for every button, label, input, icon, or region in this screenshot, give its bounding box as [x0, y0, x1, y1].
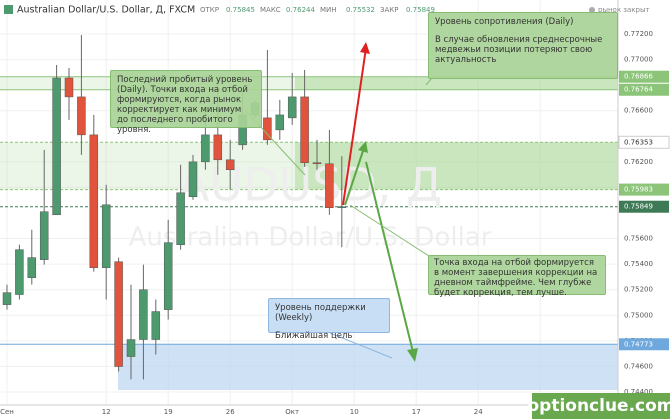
level-label: 0.75983: [624, 186, 653, 194]
candle-body: [213, 134, 223, 161]
candle-body: [176, 192, 185, 245]
pointer: [425, 77, 433, 86]
note-support: Уровень поддержки (Weekly) Ближайшая цель: [268, 298, 390, 341]
candle-body: [101, 204, 111, 268]
ohlc-label: ЗАКР: [380, 6, 398, 14]
level-label: 0.76866: [624, 73, 653, 81]
level-label: 0.74773: [624, 340, 653, 348]
level-label-bg: [619, 200, 669, 213]
arrow-up: [342, 47, 367, 206]
candle-body: [15, 249, 24, 295]
pointer: [349, 204, 433, 259]
arrow-down: [365, 161, 414, 353]
x-tick-label: 26: [226, 408, 235, 416]
ohlc-value: 0.75849: [406, 6, 435, 14]
y-tick-label: 0.77200: [624, 30, 653, 38]
candle-body: [325, 163, 334, 208]
note-text: Ближайшая цель: [275, 331, 353, 341]
level-label-bg: [619, 338, 669, 351]
level-label: 0.76764: [624, 86, 653, 94]
symbol: Australian Dollar/U.S. Dollar, Д, FXCM: [17, 5, 195, 16]
watermark: Australian Dollar/U.S. Dollar: [129, 223, 492, 253]
level-label: 0.76353: [624, 138, 653, 146]
x-tick-label: 19: [164, 408, 173, 416]
level-label-bg: [618, 135, 670, 149]
note-title: Уровень поддержки (Weekly): [275, 303, 366, 323]
resistance-zone: [295, 76, 618, 90]
x-tick-label: 17: [412, 408, 421, 416]
x-tick-label: Окт: [285, 408, 299, 416]
candle-body: [139, 289, 148, 340]
x-tick-label: 10: [350, 408, 359, 416]
y-tick-label: 0.75600: [624, 235, 653, 243]
arrow-head: [360, 42, 370, 54]
arrow-correction: [344, 147, 365, 206]
status-dot: [589, 7, 595, 13]
logo-bg: [532, 393, 670, 419]
ohlc-label: МИН: [320, 6, 337, 14]
ohlc-value: 0.75845: [226, 6, 255, 14]
logo: optionclue.com: [527, 396, 670, 416]
note-text: Последний пробитый уровень (Daily). Точк…: [117, 75, 253, 135]
y-tick-label: 0.75400: [624, 260, 653, 268]
support-zone: [118, 344, 618, 390]
arrow-head: [407, 348, 418, 362]
symbol-icon: [4, 5, 13, 14]
candle-body: [287, 96, 297, 119]
candle-body: [126, 339, 136, 357]
pointer: [329, 332, 393, 359]
note-entry: Точка входа на отбой формируется в момен…: [428, 255, 606, 298]
note-text: Точка входа на отбой формируется в момен…: [434, 258, 598, 298]
y-tick-label: 0.74400: [624, 388, 653, 396]
y-tick-label: 0.77000: [624, 56, 653, 64]
candle-body: [114, 261, 123, 367]
level-label-bg: [619, 83, 669, 96]
candle-body: [337, 206, 347, 208]
candle-body: [27, 257, 37, 278]
candle-body: [64, 77, 74, 98]
candle-body: [312, 162, 322, 165]
broken-level-zone: [0, 142, 618, 190]
level-label-bg: [619, 70, 669, 83]
candle-body: [225, 159, 235, 171]
candle-body: [89, 134, 99, 268]
y-tick-label: 0.74600: [624, 362, 653, 370]
note-last-level: Последний пробитый уровень (Daily). Точк…: [110, 70, 262, 135]
y-tick-label: 0.75200: [624, 286, 653, 294]
x-tick-label: Сен: [0, 408, 14, 416]
x-tick-label: 24: [474, 408, 483, 416]
ohlc-label: ОТКР: [200, 6, 219, 14]
ohlc-value: 0.75532: [346, 6, 375, 14]
note-text: В случае обновления среднесрочные медвеж…: [435, 35, 603, 65]
y-tick-label: 0.76200: [624, 158, 653, 166]
market-status: рынок закрыт: [598, 6, 650, 14]
y-tick-label: 0.75000: [624, 311, 653, 319]
watermark: AUDUSD, Д: [178, 158, 442, 212]
level-label: 0.75849: [624, 203, 653, 211]
note-resistance: Уровень сопротивления (Daily) В случае об…: [428, 12, 618, 79]
candle-body: [52, 77, 61, 216]
candle-body: [275, 114, 285, 131]
arrow-head: [358, 141, 368, 153]
x-tick-label: 12: [102, 408, 111, 416]
candle-body: [151, 311, 161, 340]
ohlc-label: МАКС: [260, 6, 281, 14]
candle-body: [163, 242, 173, 310]
candle-body: [300, 96, 309, 163]
y-tick-label: 0.76600: [624, 107, 653, 115]
candle-body: [188, 161, 198, 197]
candle-body: [2, 292, 12, 305]
candle-body: [39, 211, 49, 260]
note-title: Уровень сопротивления (Daily): [435, 17, 574, 27]
candle-body: [263, 117, 272, 141]
ohlc-value: 0.76244: [286, 6, 315, 14]
candle-body: [201, 134, 210, 163]
candle-body: [77, 96, 86, 136]
level-label-bg: [619, 183, 669, 196]
